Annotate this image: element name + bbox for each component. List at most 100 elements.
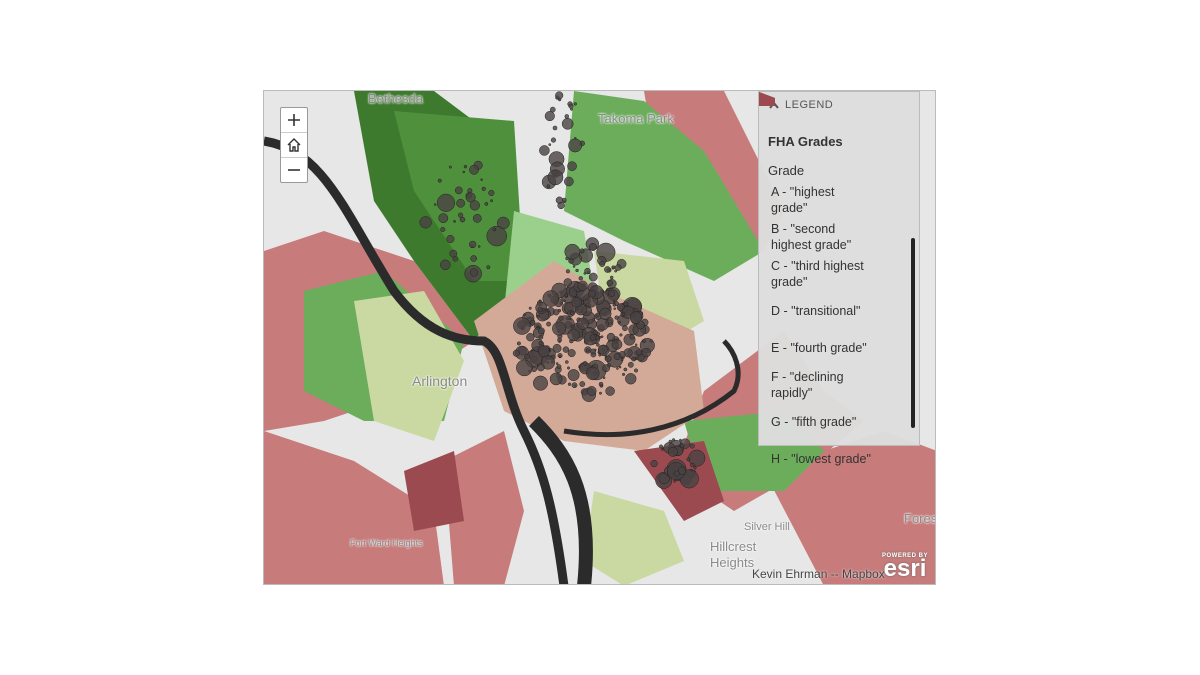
cluster-dot [452,256,458,262]
home-button[interactable] [281,133,307,158]
cluster-dot [542,290,560,307]
cluster-dot [548,143,552,147]
cluster-dot [477,245,481,248]
cluster-dot [533,375,548,391]
cluster-dot [600,335,604,339]
cluster-dot [546,184,551,189]
cluster-dot [588,289,596,298]
legend-toggle[interactable]: LEGEND [759,92,919,118]
cluster-dot [677,466,687,475]
cluster-dot [558,340,561,343]
cluster-dot [463,164,468,169]
cluster-dot [590,348,596,355]
cluster-dot [621,372,626,376]
cluster-dot [568,138,583,153]
legend-item: C - "third highest grade" [759,92,919,290]
cluster-dot [565,269,571,274]
cluster-dot [524,353,530,360]
cluster-dot [606,332,616,342]
cluster-dot [516,359,533,377]
cluster-dot [549,372,563,386]
cluster-dot [555,91,564,100]
cluster-dot [555,362,559,365]
cluster-dot [570,310,576,316]
cluster-dot [634,343,638,347]
swatch-shape [759,92,775,106]
cluster-dot [567,369,580,381]
cluster-dot [579,381,586,387]
cluster-dot [513,317,531,335]
cluster-dot [544,111,555,122]
cluster-dot [612,299,616,303]
cluster-dot [679,438,682,442]
cluster-dot [578,276,583,281]
cluster-dot [599,307,612,320]
cluster-dot [552,125,558,131]
cluster-dot [596,317,609,331]
dot-layer [419,91,706,489]
cluster-dot [613,307,616,310]
cluster-dot [625,373,637,385]
cluster-dot [586,386,597,396]
cluster-dot [438,213,449,224]
cluster-dot [614,315,619,320]
cluster-dot [618,320,621,324]
cluster-dot [598,381,604,387]
legend-label: H - "lowest grade" [771,452,871,466]
zoom-out-button[interactable] [281,158,307,182]
grade-area [564,91,764,281]
cluster-dot [567,349,576,358]
cluster-dot [597,344,608,355]
cluster-dot [629,334,635,340]
cluster-dot [492,227,497,232]
cluster-dot [558,315,564,321]
legend-header: LEGEND [785,99,834,111]
cluster-dot [596,343,600,347]
cluster-dot [538,334,544,340]
cluster-dot [689,443,695,449]
cluster-dot [661,447,664,451]
cluster-dot [584,267,591,275]
zoom-controls [280,107,308,183]
cluster-dot [448,165,452,169]
cluster-dot [538,345,550,358]
cluster-dot [472,213,482,223]
cluster-dot [563,278,572,287]
cluster-dot [537,306,543,312]
cluster-dot [512,349,520,357]
cluster-dot [469,268,479,277]
esri-logo: POWERED BY esri [882,553,928,581]
cluster-dot [549,106,556,113]
cluster-dot [609,275,614,280]
cluster-dot [604,354,608,358]
legend-label: C - "third highest grade" [771,259,864,289]
cluster-dot [546,309,550,313]
cluster-dot [599,391,602,395]
cluster-dot [469,240,477,249]
zoom-in-button[interactable] [281,108,307,133]
cluster-dot [686,457,691,462]
cluster-dot [558,355,562,358]
grade-area [764,431,935,584]
cluster-dot [538,341,543,346]
cluster-dot [567,161,577,171]
cluster-dot [627,361,634,368]
cluster-dot [440,259,451,271]
scrollbar[interactable] [911,238,915,428]
cluster-dot [567,366,571,370]
cluster-dot [602,376,606,380]
cluster-dot [641,347,651,358]
cluster-dot [553,309,560,316]
river [264,136,569,584]
cluster-dot [574,137,577,140]
place-label: Takoma Park [598,111,674,126]
cluster-dot [634,368,639,373]
cluster-dot [552,344,562,353]
grade-area [404,451,464,531]
map-view[interactable]: Bethesda Takoma Park Arlington Fort Ward… [263,90,936,585]
cluster-dot [529,319,536,326]
cluster-dot [453,219,456,223]
cluster-dot [467,188,473,194]
cluster-dot [577,280,588,291]
